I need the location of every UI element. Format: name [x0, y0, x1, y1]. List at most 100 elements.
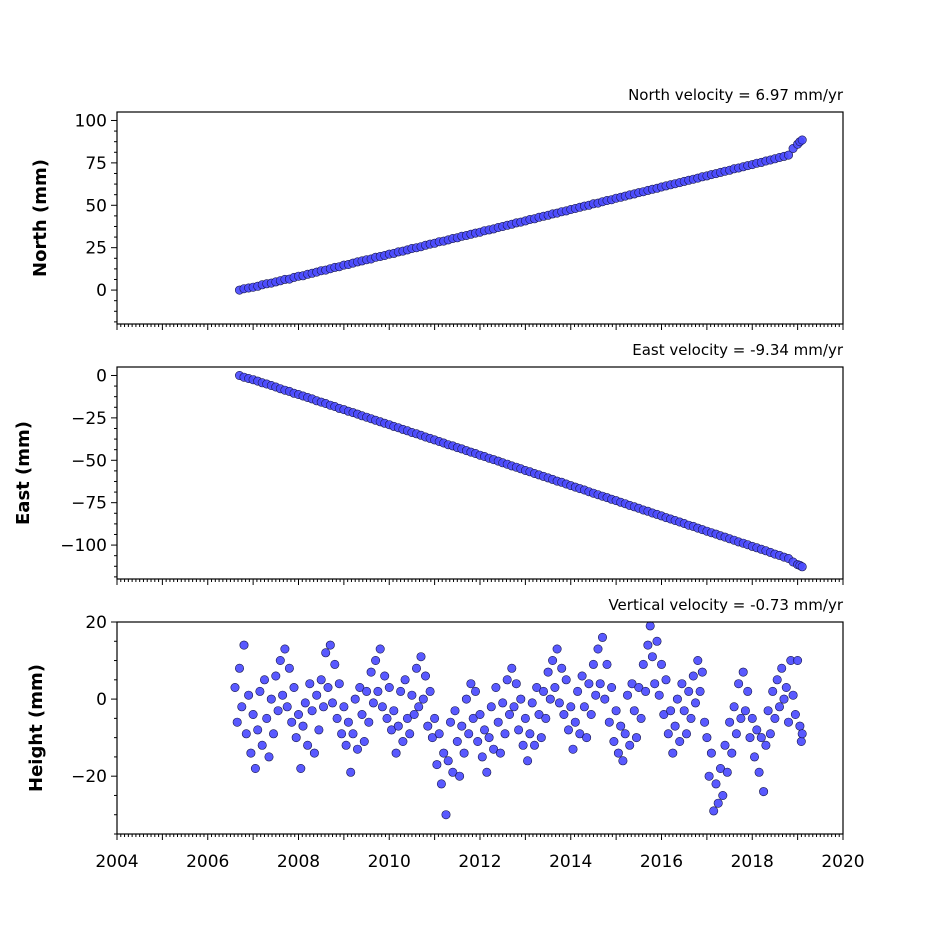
data-point — [450, 706, 460, 716]
data-point — [734, 679, 744, 689]
data-point — [761, 740, 771, 750]
data-point — [731, 729, 741, 739]
data-point — [647, 652, 657, 662]
data-point — [774, 702, 784, 712]
data-point — [613, 748, 623, 758]
data-point — [607, 682, 617, 692]
data-point — [253, 725, 263, 735]
data-point — [327, 698, 337, 708]
data-point — [470, 686, 480, 696]
data-point — [235, 663, 245, 673]
data-point — [749, 752, 759, 762]
y-tick-label: −20 — [71, 767, 107, 787]
data-point — [604, 717, 614, 727]
data-point — [330, 659, 340, 669]
data-point — [702, 733, 712, 743]
data-point — [359, 736, 369, 746]
data-point — [745, 733, 755, 743]
data-point — [346, 767, 356, 777]
data-point — [382, 713, 392, 723]
data-point — [511, 679, 521, 689]
y-tick-label: 25 — [85, 239, 107, 259]
data-point — [237, 702, 247, 712]
data-point — [352, 744, 362, 754]
data-point — [479, 725, 489, 735]
data-point — [582, 733, 592, 743]
data-point — [563, 725, 573, 735]
height-data-points — [230, 621, 807, 820]
east-y-ticks: 0 −25 −50 −75 −100 — [60, 366, 117, 578]
data-point — [777, 663, 787, 673]
east-y-axis-label: East (mm) — [13, 421, 34, 525]
data-point — [436, 779, 446, 789]
data-point — [486, 702, 496, 712]
data-point — [407, 690, 417, 700]
data-point — [318, 702, 328, 712]
data-point — [443, 756, 453, 766]
data-point — [284, 663, 294, 673]
data-point — [393, 721, 403, 731]
data-point — [314, 725, 324, 735]
data-point — [783, 150, 793, 160]
data-point — [743, 686, 753, 696]
y-tick-label: 20 — [85, 613, 107, 633]
y-tick-label: −75 — [71, 494, 107, 514]
data-point — [527, 698, 537, 708]
east-panel-title: East velocity = -9.34 mm/yr — [632, 341, 844, 359]
data-point — [293, 709, 303, 719]
data-point — [591, 690, 601, 700]
data-point — [686, 713, 696, 723]
data-point — [568, 744, 578, 754]
data-point — [523, 756, 533, 766]
data-point — [257, 740, 267, 750]
data-point — [636, 713, 646, 723]
data-point — [681, 729, 691, 739]
data-point — [337, 729, 347, 739]
data-point — [282, 702, 292, 712]
data-point — [498, 698, 508, 708]
data-point — [677, 679, 687, 689]
data-point — [684, 686, 694, 696]
data-point — [493, 717, 503, 727]
data-point — [768, 686, 778, 696]
data-point — [622, 690, 632, 700]
data-point — [695, 686, 705, 696]
data-point — [645, 621, 655, 631]
data-point — [264, 752, 274, 762]
data-point — [579, 702, 589, 712]
data-point — [268, 729, 278, 739]
data-point — [593, 644, 603, 654]
data-point — [693, 655, 703, 665]
data-point — [418, 694, 428, 704]
data-point — [706, 748, 716, 758]
data-point — [736, 713, 746, 723]
data-point — [232, 717, 242, 727]
data-point — [398, 736, 408, 746]
data-point — [654, 690, 664, 700]
data-point — [668, 748, 678, 758]
data-point — [796, 736, 806, 746]
data-point — [339, 702, 349, 712]
data-point — [797, 729, 807, 739]
data-point — [455, 771, 465, 781]
data-point — [643, 640, 653, 650]
data-point — [759, 787, 769, 797]
data-point — [289, 682, 299, 692]
data-point — [241, 729, 251, 739]
data-point — [552, 644, 562, 654]
data-point — [765, 729, 775, 739]
data-point — [278, 690, 288, 700]
data-point — [672, 694, 682, 704]
data-point — [316, 675, 326, 685]
data-point — [298, 721, 308, 731]
north-y-ticks: 0 25 50 75 100 — [75, 111, 117, 323]
data-point — [348, 729, 358, 739]
data-point — [795, 721, 805, 731]
data-point — [600, 694, 610, 704]
data-point — [420, 671, 430, 681]
data-point — [303, 740, 313, 750]
data-point — [468, 713, 478, 723]
data-point — [763, 706, 773, 716]
data-point — [661, 675, 671, 685]
